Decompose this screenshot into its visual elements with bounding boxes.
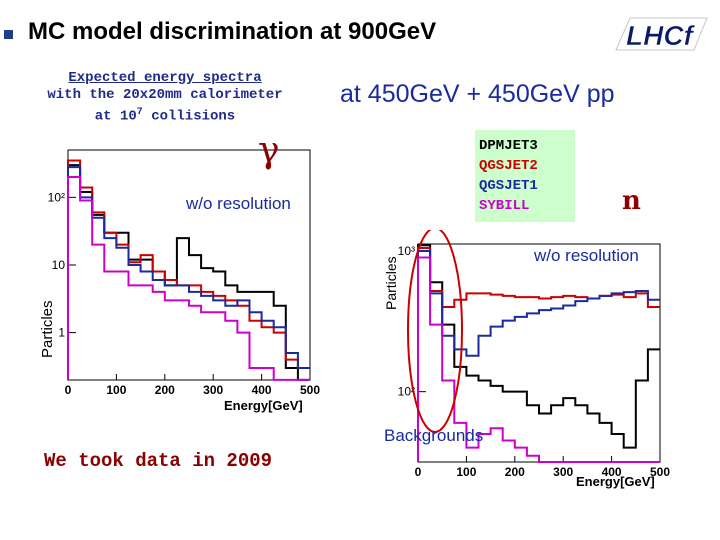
wo-resolution-right: w/o resolution (534, 246, 639, 265)
x-tick-label: 500 (300, 383, 320, 397)
x-tick-label: 200 (505, 465, 525, 479)
legend-entry-qgsjet2: QGSJET2 (479, 158, 538, 174)
right-chart-title: at 450GeV + 450GeV pp (340, 80, 615, 108)
x-tick-label: 100 (456, 465, 476, 479)
series-qgsjet2 (417, 247, 660, 462)
x-tick-label: 0 (415, 465, 422, 479)
caption-line-2: with the 20x20mm calorimeter (47, 87, 283, 103)
neutron-spectrum-chart: Particles Energy[GeV] 0 100 200 300 400 500 10… (383, 230, 670, 489)
backgrounds-ellipse (407, 230, 463, 433)
legend-entry-sybill: SYBILL (479, 198, 530, 214)
x-tick-label: 100 (106, 383, 126, 397)
data-taken-note: We took data in 2009 (44, 450, 273, 472)
lhcf-logo: LHCf (615, 17, 708, 51)
x-tick-label: 400 (252, 383, 272, 397)
y-tick-label: 1 (58, 326, 65, 340)
y-tick-label: 10 (52, 258, 66, 272)
x-tick-label: 0 (65, 383, 72, 397)
backgrounds-label: Backgrounds (384, 426, 484, 445)
caption-line-3: at 107 collisions (94, 107, 236, 125)
caption-line-1: Expected energy spectra (68, 70, 262, 86)
x-axis-label: Energy[GeV] (224, 398, 303, 413)
neutron-symbol: n (622, 186, 641, 216)
series-qgsjet1 (417, 250, 660, 462)
series-sybill (67, 175, 310, 381)
legend-entry-dpmjet3: DPMJET3 (479, 138, 538, 154)
slide-title: MC model discrimination at 900GeV (28, 18, 437, 45)
x-tick-label: 300 (203, 383, 223, 397)
y-axis-label: Particles (39, 300, 56, 358)
x-axis-label: Energy[GeV] (576, 474, 655, 489)
y-tick-label: 10³ (398, 244, 415, 258)
svg-text:LHCf: LHCf (626, 20, 696, 51)
legend-box: DPMJET3 QGSJET2 QGSJET1 SYBILL (475, 130, 575, 222)
x-tick-label: 400 (602, 465, 622, 479)
y-axis-label: Particles (383, 256, 399, 310)
title-bullet (4, 30, 13, 39)
gamma-spectrum-chart: Particles Energy[GeV] 0 100 200 300 400 500 1 1… (39, 149, 320, 413)
x-tick-label: 200 (155, 383, 175, 397)
y-tick-label: 10² (48, 190, 65, 204)
gamma-symbol: γ (258, 130, 280, 171)
legend-entry-qgsjet1: QGSJET1 (479, 178, 538, 194)
series-sybill (417, 256, 660, 463)
x-tick-label: 300 (553, 465, 573, 479)
x-tick-label: 500 (650, 465, 670, 479)
y-tick-label: 10² (398, 385, 415, 399)
series-qgsjet1 (67, 166, 310, 380)
left-chart-caption: Expected energy spectra with the 20x20mm… (10, 70, 320, 126)
wo-resolution-left: w/o resolution (186, 194, 291, 213)
